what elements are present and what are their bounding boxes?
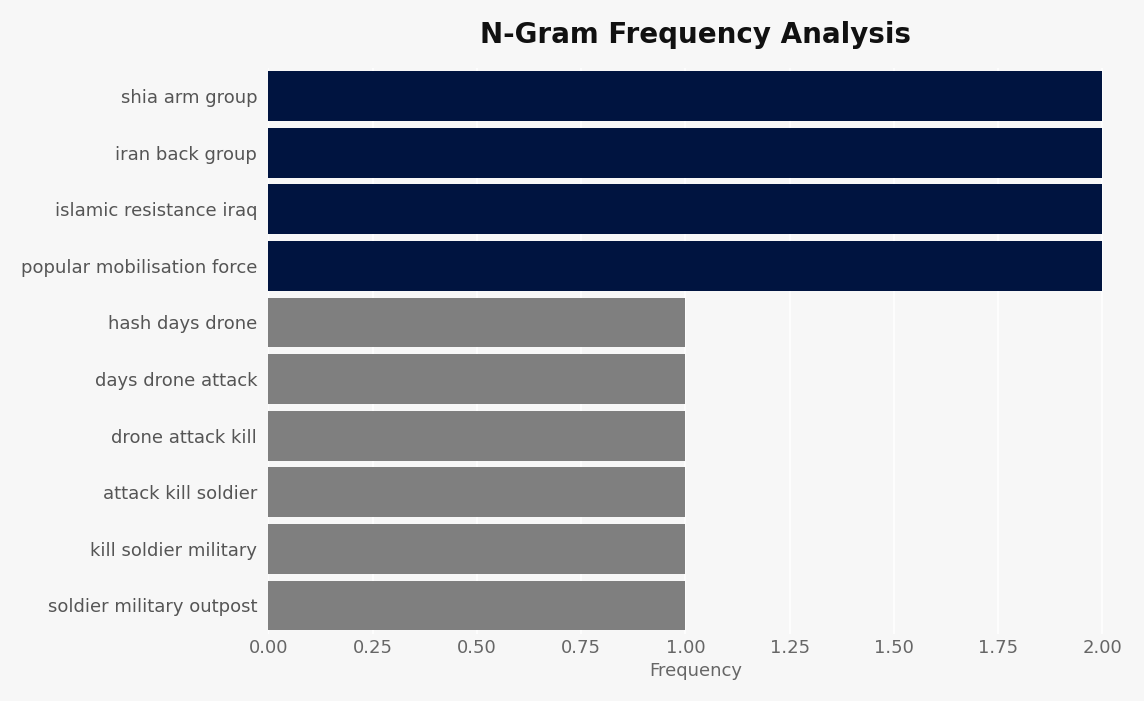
- Bar: [269, 298, 685, 348]
- Bar: [269, 72, 1103, 121]
- Bar: [269, 524, 685, 573]
- Bar: [269, 241, 1103, 291]
- Title: N-Gram Frequency Analysis: N-Gram Frequency Analysis: [480, 21, 912, 49]
- Bar: [269, 580, 685, 630]
- Bar: [269, 468, 685, 517]
- Bar: [269, 411, 685, 461]
- Bar: [269, 354, 685, 404]
- X-axis label: Frequency: Frequency: [650, 662, 742, 680]
- Bar: [269, 184, 1103, 234]
- Bar: [269, 128, 1103, 177]
